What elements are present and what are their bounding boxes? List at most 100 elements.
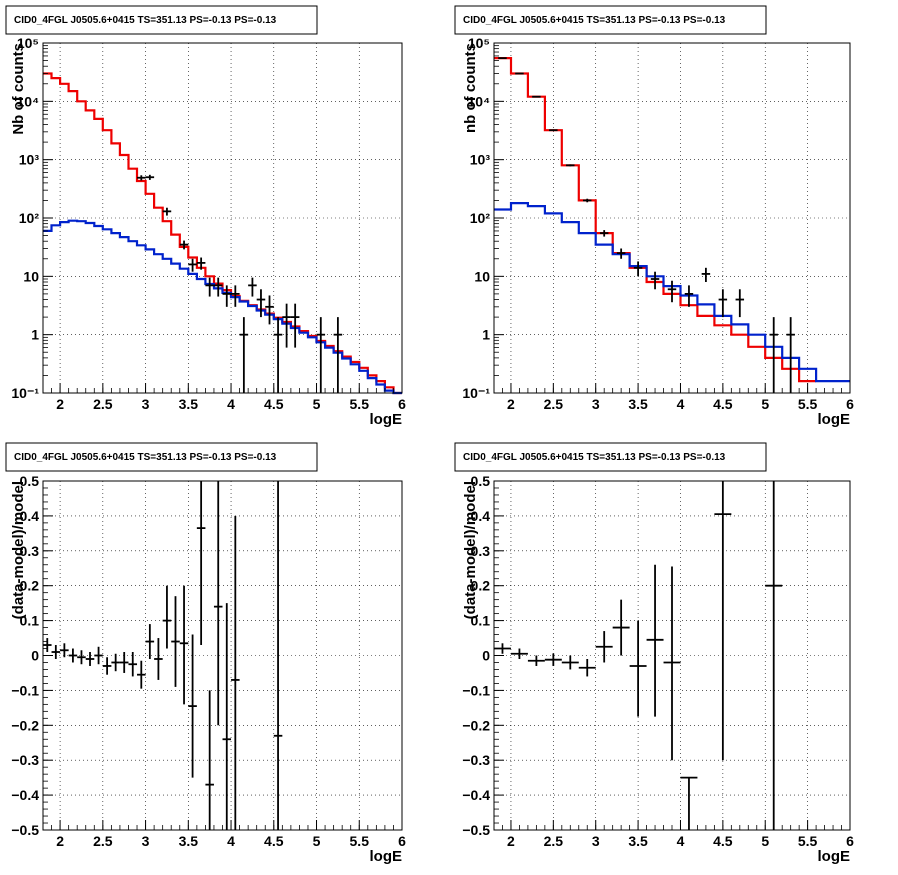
y-tick-label: 0.3: [20, 543, 40, 559]
x-tick-label: 5: [761, 833, 769, 849]
y-tick-label: 10²: [19, 210, 40, 226]
data-point: [578, 658, 596, 677]
x-tick-label: 5.5: [798, 396, 818, 412]
data-point: [510, 648, 528, 659]
data-point: [532, 95, 541, 98]
y-tick-label: 0: [31, 648, 39, 664]
x-tick-label: 3: [592, 396, 600, 412]
data-point: [188, 258, 197, 272]
chart-panel-2: CID0_4FGL J0505.6+0415 TS=351.13 PS=-0.1…: [454, 5, 854, 428]
data-point: [213, 277, 223, 297]
data-point: [145, 174, 155, 180]
y-tick-label: 10³: [19, 152, 40, 168]
chart-title-box: [5, 442, 318, 472]
data-point: [290, 303, 300, 348]
data-point: [701, 267, 711, 282]
x-tick-label: 4: [227, 396, 235, 412]
x-tick-label: 6: [398, 396, 406, 412]
data-point: [273, 481, 283, 830]
x-tick-label: 5.5: [350, 396, 370, 412]
data-point: [544, 653, 562, 666]
data-point: [527, 655, 545, 666]
y-tick-label: 10²: [470, 210, 491, 226]
y-tick-label: 10⁵: [17, 35, 39, 51]
data-point: [629, 620, 647, 717]
y-axis-label: nb of counts: [462, 43, 479, 133]
x-tick-label: 2.5: [544, 833, 564, 849]
step-series-2: [494, 202, 850, 383]
y-tick-label: 0.3: [471, 543, 491, 559]
x-tick-label: 3: [142, 833, 150, 849]
y-tick-label: 10: [474, 268, 490, 284]
y-tick-label: 0.2: [20, 578, 40, 594]
x-tick-label: 4: [677, 396, 685, 412]
x-tick-label: 2: [56, 833, 64, 849]
x-tick-label: 4: [227, 833, 235, 849]
data-point: [680, 776, 698, 830]
data-point: [256, 289, 266, 318]
data-point: [612, 599, 630, 656]
y-tick-label: −0.4: [462, 787, 490, 803]
y-tick-label: 0: [482, 648, 490, 664]
data-point: [85, 652, 95, 666]
x-tick-label: 2.5: [93, 833, 113, 849]
x-tick-label: 6: [846, 396, 854, 412]
x-tick-label: 5.5: [798, 833, 818, 849]
data-point: [239, 317, 249, 393]
x-axis-label: logE: [818, 411, 851, 428]
data-point: [145, 624, 155, 659]
data-point: [316, 317, 326, 393]
data-point: [549, 129, 558, 132]
y-tick-label: −0.3: [462, 752, 490, 768]
x-tick-label: 2: [507, 833, 515, 849]
data-point: [735, 289, 745, 318]
x-tick-label: 3.5: [628, 833, 648, 849]
chart-title: CID0_4FGL J0505.6+0415 TS=351.13 PS=-0.1…: [463, 15, 726, 26]
data-point: [616, 248, 626, 259]
data-point: [51, 645, 61, 659]
y-tick-label: −0.2: [462, 717, 490, 733]
chart-title: CID0_4FGL J0505.6+0415 TS=351.13 PS=-0.1…: [463, 452, 726, 463]
x-tick-label: 6: [846, 833, 854, 849]
y-tick-label: 1: [482, 327, 490, 343]
y-tick-label: −0.1: [11, 682, 39, 698]
step-series-2: [43, 219, 402, 395]
data-point: [333, 317, 343, 393]
y-tick-label: −0.3: [11, 752, 39, 768]
data-point: [205, 690, 214, 830]
x-axis-label: logE: [370, 411, 403, 428]
data-point: [714, 481, 732, 761]
y-tick-label: 0.4: [20, 508, 40, 524]
y-axis-label: Nb of counts: [10, 43, 27, 135]
data-point: [213, 481, 223, 726]
chart-panel-1: CID0_4FGL J0505.6+0415 TS=351.13 PS=-0.1…: [5, 5, 406, 428]
y-tick-label: −0.4: [11, 787, 39, 803]
data-point: [137, 660, 146, 689]
y-axis-label: (data-model)/model: [462, 481, 479, 619]
y-tick-label: −0.1: [462, 682, 490, 698]
y-tick-label: 10: [23, 268, 39, 284]
y-axis-label: (data-model)/model: [10, 481, 27, 619]
x-tick-label: 3.5: [179, 396, 199, 412]
data-point: [498, 57, 507, 60]
y-tick-label: 10⁻¹: [11, 385, 39, 401]
data-point: [663, 566, 681, 761]
x-axis-label: logE: [818, 848, 851, 865]
data-point: [595, 631, 613, 663]
y-tick-label: 10⁻¹: [462, 385, 490, 401]
x-tick-label: 2: [507, 396, 515, 412]
chart-title-box: [454, 5, 767, 35]
chart-title: CID0_4FGL J0505.6+0415 TS=351.13 PS=-0.1…: [14, 452, 277, 463]
x-tick-label: 5: [761, 396, 769, 412]
data-point: [231, 515, 240, 830]
chart-panel-4: CID0_4FGL J0505.6+0415 TS=351.13 PS=-0.1…: [454, 442, 854, 865]
chart-panel-3: CID0_4FGL J0505.6+0415 TS=351.13 PS=-0.1…: [5, 442, 406, 865]
data-point: [102, 657, 112, 675]
data-point: [94, 646, 103, 665]
data-point: [265, 295, 274, 325]
data-point: [60, 643, 69, 658]
data-point: [769, 317, 778, 393]
x-tick-label: 4.5: [264, 396, 284, 412]
y-tick-label: 0.1: [20, 613, 40, 629]
